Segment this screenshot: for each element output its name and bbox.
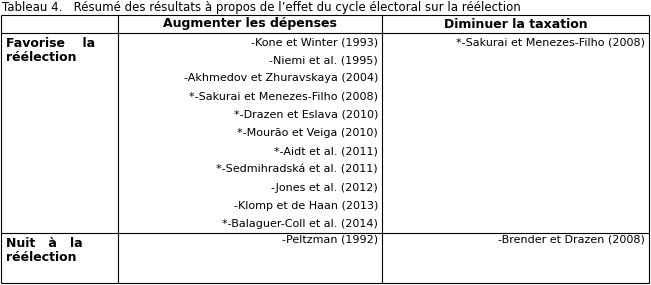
Text: Augmenter les dépenses: Augmenter les dépenses bbox=[163, 17, 337, 30]
Text: *-Sedmihradská et al. (2011): *-Sedmihradská et al. (2011) bbox=[216, 164, 378, 174]
Text: *-Balaguer-Coll et al. (2014): *-Balaguer-Coll et al. (2014) bbox=[222, 219, 378, 229]
Text: -Peltzman (1992): -Peltzman (1992) bbox=[282, 234, 378, 244]
Text: *-Aidt et al. (2011): *-Aidt et al. (2011) bbox=[274, 146, 378, 156]
Text: Diminuer la taxation: Diminuer la taxation bbox=[444, 17, 587, 30]
Text: -Brender et Drazen (2008): -Brender et Drazen (2008) bbox=[498, 234, 645, 244]
Text: *-Drazen et Eslava (2010): *-Drazen et Eslava (2010) bbox=[234, 110, 378, 120]
Text: Tableau 4.   Résumé des résultats à propos de l’effet du cycle électoral sur la : Tableau 4. Résumé des résultats à propos… bbox=[2, 1, 521, 15]
Text: -Akhmedov et Zhuravskaya (2004): -Akhmedov et Zhuravskaya (2004) bbox=[184, 74, 378, 84]
Text: Favorise    la: Favorise la bbox=[6, 37, 95, 50]
Text: réélection: réélection bbox=[6, 51, 77, 64]
Text: -Kone et Winter (1993): -Kone et Winter (1993) bbox=[251, 37, 378, 47]
Text: réélection: réélection bbox=[6, 251, 77, 264]
Text: *-Sakurai et Menezes-Filho (2008): *-Sakurai et Menezes-Filho (2008) bbox=[189, 92, 378, 102]
Text: *-Sakurai et Menezes-Filho (2008): *-Sakurai et Menezes-Filho (2008) bbox=[456, 37, 645, 47]
Text: -Niemi et al. (1995): -Niemi et al. (1995) bbox=[270, 55, 378, 65]
Text: Nuit   à   la: Nuit à la bbox=[6, 237, 83, 250]
Text: -Jones et al. (2012): -Jones et al. (2012) bbox=[271, 183, 378, 193]
Text: *-Mourão et Veiga (2010): *-Mourão et Veiga (2010) bbox=[237, 128, 378, 138]
Text: -Klomp et de Haan (2013): -Klomp et de Haan (2013) bbox=[234, 201, 378, 211]
